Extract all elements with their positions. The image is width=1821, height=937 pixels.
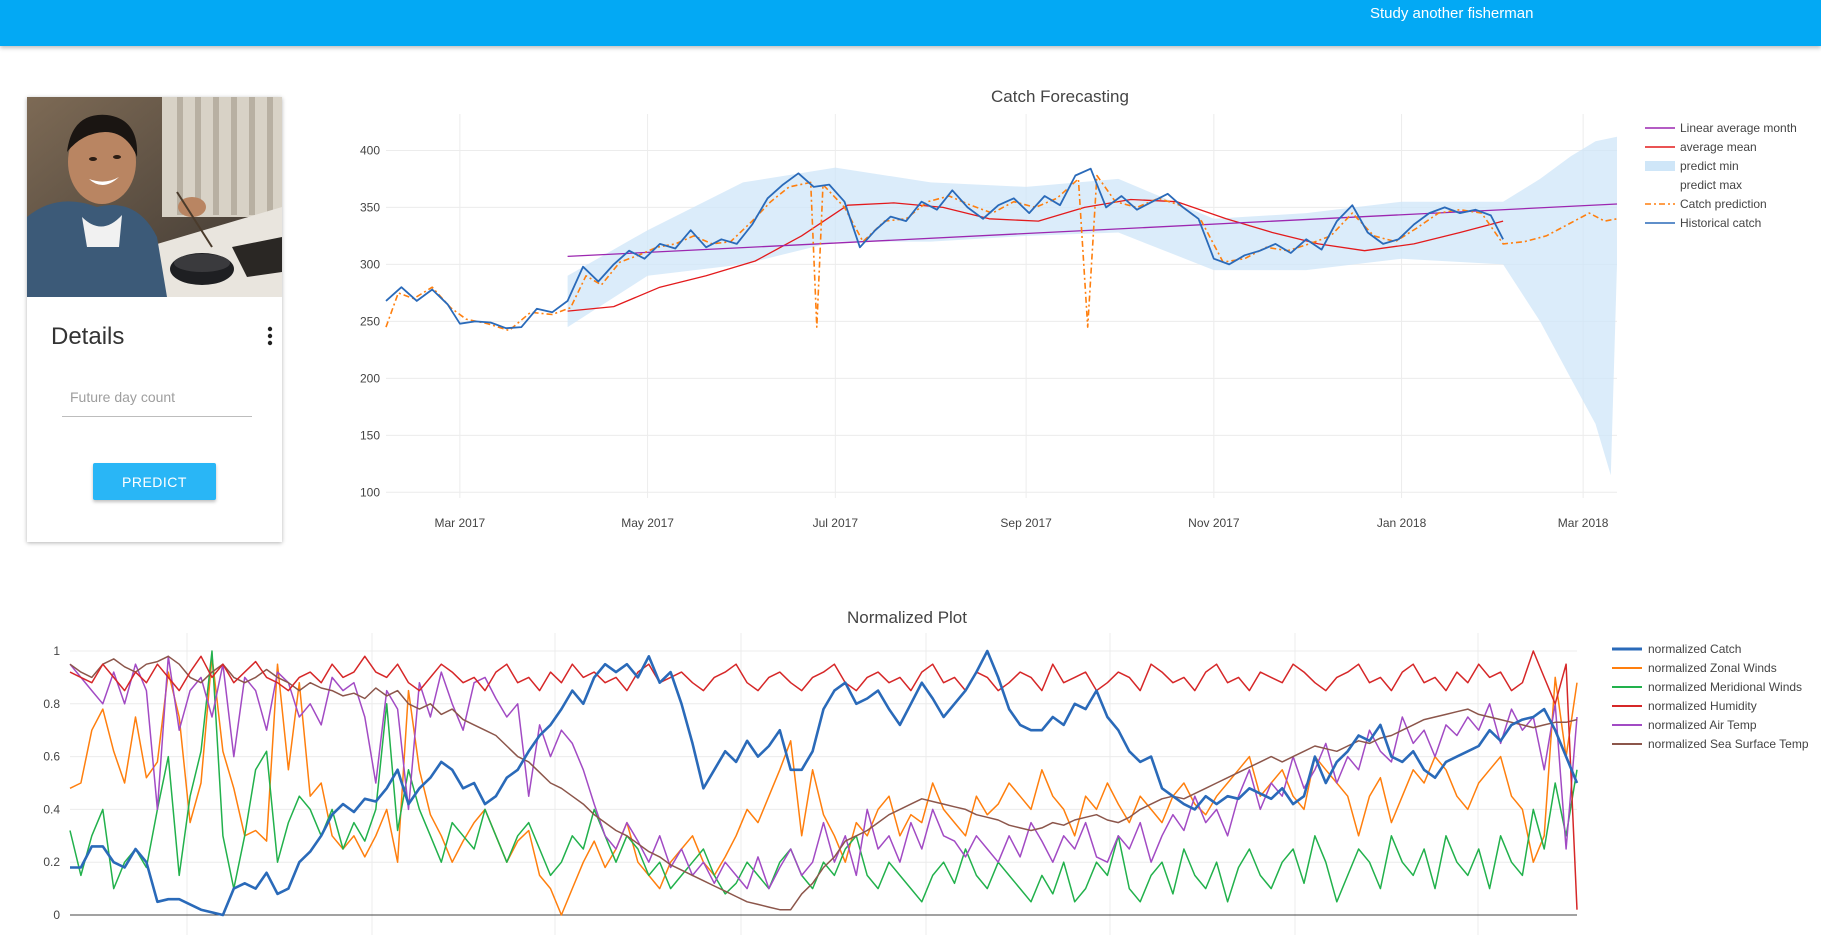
x-tick-label: Nov 2017 xyxy=(1188,516,1240,530)
normalized-sea-surface-temp-legend-label: normalized Sea Surface Temp xyxy=(1648,737,1809,751)
x-tick-label: Jan 2018 xyxy=(1377,516,1427,530)
y-tick-label: 1 xyxy=(53,644,60,658)
details-title: Details xyxy=(51,323,125,350)
catch-forecasting-y-ticks: 100 150 200 250 300 350 400 xyxy=(360,143,380,499)
normalized-air-temp-line xyxy=(69,655,1578,890)
average-mean-legend-label: average mean xyxy=(1680,140,1757,154)
y-tick-label: 0.8 xyxy=(43,697,60,711)
y-tick-label: 100 xyxy=(360,485,380,499)
details-card: Details PREDICT xyxy=(27,97,282,542)
normalized-humidity-legend-label: normalized Humidity xyxy=(1648,699,1757,713)
linear-average-month-line xyxy=(567,203,1618,258)
catch-prediction-line xyxy=(385,174,1618,332)
fisherman-photo xyxy=(27,97,282,297)
normalized-meridional-winds-line xyxy=(69,650,1578,903)
x-tick-label: Jul 2017 xyxy=(813,516,859,530)
normalized-sea-surface-temp-line xyxy=(69,655,1578,911)
y-tick-label: 0.2 xyxy=(43,855,60,869)
normalized-plot-title: Normalized Plot xyxy=(847,608,967,627)
catch-prediction-legend-label: Catch prediction xyxy=(1680,197,1767,211)
linear-average-month-legend-label: Linear average month xyxy=(1680,121,1797,135)
y-tick-label: 0 xyxy=(53,908,60,922)
predict-min-legend-label: predict min xyxy=(1680,159,1739,173)
predict-max-legend-label: predict max xyxy=(1680,178,1742,192)
future-day-count-input[interactable] xyxy=(62,377,252,417)
normalized-plot-grid xyxy=(70,633,1577,935)
catch-forecasting-series xyxy=(385,167,1618,332)
normalized-air-temp-legend-label: normalized Air Temp xyxy=(1648,718,1757,732)
normalized-plot-legend: normalized Catch normalized Zonal Winds no… xyxy=(1612,642,1809,751)
top-app-bar: Study another fisherman xyxy=(0,0,1821,46)
normalized-meridional-winds-legend-label: normalized Meridional Winds xyxy=(1648,680,1802,694)
x-tick-label: Sep 2017 xyxy=(1000,516,1052,530)
predict-band xyxy=(567,136,1617,476)
y-tick-label: 400 xyxy=(360,143,380,157)
y-tick-label: 300 xyxy=(360,257,380,271)
x-tick-label: May 2017 xyxy=(621,516,674,530)
historical-catch-legend-label: Historical catch xyxy=(1680,216,1761,230)
normalized-zonal-winds-legend-label: normalized Zonal Winds xyxy=(1648,661,1777,675)
normalized-plot-series xyxy=(69,649,1579,917)
catch-forecasting-legend: Linear average month average mean predict … xyxy=(1645,121,1797,230)
catch-forecasting-title: Catch Forecasting xyxy=(991,87,1129,106)
fisherman-photo-image xyxy=(27,97,282,297)
catch-forecasting-x-ticks: Mar 2017 May 2017 Jul 2017 Sep 2017 Nov 2017… xyxy=(435,516,1609,530)
normalized-plot-chart: Normalized Plot 0 0.2 0.4 0.6 0.8 1 normalize… xyxy=(43,608,1809,935)
y-tick-label: 0.4 xyxy=(43,802,60,816)
y-tick-label: 0.6 xyxy=(43,750,60,764)
normalized-humidity-line xyxy=(69,650,1578,910)
normalized-plot-y-ticks: 0 0.2 0.4 0.6 0.8 1 xyxy=(43,644,60,922)
predict-band-area xyxy=(567,136,1617,476)
historical-catch-line xyxy=(385,167,1504,330)
catch-forecasting-chart: Catch Forecasting 100150200250300350400 … xyxy=(360,87,1797,530)
x-tick-label: Mar 2017 xyxy=(435,516,486,530)
normalized-catch-legend-label: normalized Catch xyxy=(1648,642,1741,656)
study-another-fisherman-link[interactable]: Study another fisherman xyxy=(1370,5,1534,22)
y-tick-label: 150 xyxy=(360,428,380,442)
normalized-catch-line xyxy=(70,649,1579,917)
y-tick-label: 250 xyxy=(360,314,380,328)
x-tick-label: Mar 2018 xyxy=(1558,516,1609,530)
predict-button[interactable]: PREDICT xyxy=(93,463,216,500)
catch-forecasting-grid xyxy=(386,114,1617,498)
y-tick-label: 200 xyxy=(360,371,380,385)
y-tick-label: 350 xyxy=(360,200,380,214)
predict-min-legend-swatch xyxy=(1645,161,1675,171)
normalized-zonal-winds-line xyxy=(69,655,1578,916)
average-mean-line xyxy=(567,198,1504,312)
more-vert-icon[interactable] xyxy=(263,323,277,349)
